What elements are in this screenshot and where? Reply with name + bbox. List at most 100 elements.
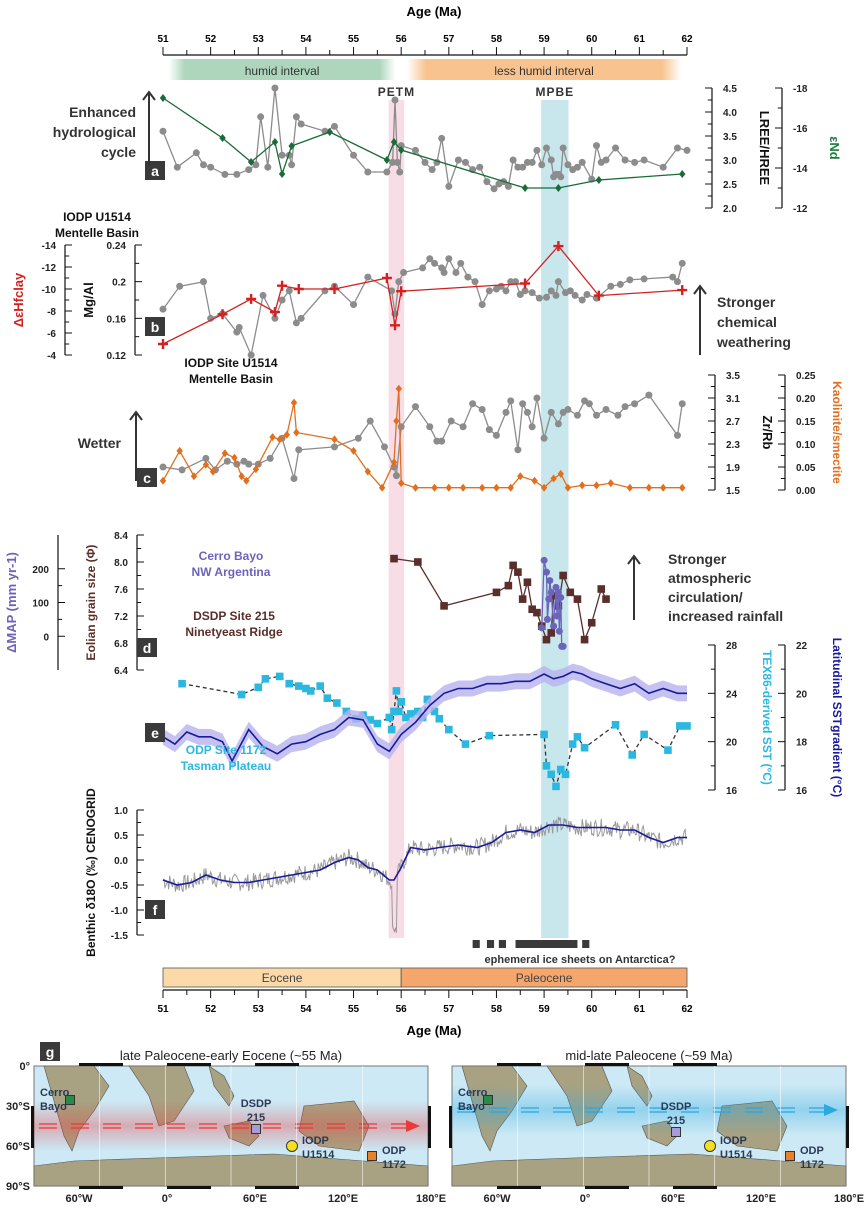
data-point [159,127,167,135]
data-point [523,408,531,416]
data-point [631,158,639,166]
y-axis-label: LREE/HREE [757,111,772,186]
data-point [493,483,500,492]
data-point [612,144,620,152]
frame-segment [31,1106,34,1148]
data-point [217,309,228,320]
data-point [640,730,648,739]
site-label-cerro-bayo: Cerro Bayo [199,549,264,563]
data-point [364,467,372,476]
series-b-1 [158,241,688,349]
series-line [162,257,683,358]
data-point [392,472,400,480]
data-point [523,578,532,587]
data-point [294,682,303,690]
site-marker [286,1140,298,1152]
site-label: DSDP [661,1101,692,1113]
age-tick-label: 52 [205,1004,217,1015]
panel-label-box [137,638,157,657]
site-label-b: IODP Site U1514 [184,356,277,370]
longitude-label: 60°W [65,1193,93,1205]
y-tick-label: 28 [726,641,738,652]
top-axis-title: Age (Ma) [407,4,462,19]
data-point [383,156,391,164]
site-label: DSDP [241,1098,272,1110]
data-point [269,433,276,442]
data-point [445,182,453,190]
age-tick-label: 61 [634,1004,646,1015]
data-point [553,612,561,620]
data-point [528,605,536,614]
y-tick-label: 0.25 [796,371,816,382]
frame-segment [167,1063,211,1066]
data-point [459,423,467,431]
data-point [659,163,667,171]
ice-sheet-bar [498,940,506,948]
age-tick-label: 57 [443,1004,455,1015]
age-tick-label: 59 [539,1004,551,1015]
data-point [540,730,548,739]
y-axis-d-1: 6.4 6.8 7.2 7.6 8.0 8.4 Eolian grain size (Φ) [84,531,144,677]
epoch-label: Paleocene [516,971,573,985]
panel-label-text: c [143,470,151,486]
data-point [602,406,610,413]
series-a-1 [159,94,686,192]
panel-label-e: e [145,723,165,742]
panel-label-box [145,723,165,742]
y-axis-b-0: -4 -6 -8 -10 -12 -14 ΔεHfclay [11,241,72,362]
site-marker [251,1124,261,1134]
series-f-0 [162,816,687,933]
data-point [326,128,333,136]
y-axis-d-0: 0 100 200 ΔMAP (mm yr-1) [4,535,65,670]
panel-a: 2.0 2.5 3.0 3.5 4.0 4.5 LREE/HREE -12 -14 -16 -18 ε… [145,84,842,215]
data-point [631,400,639,408]
data-point [330,122,338,130]
data-point [364,273,372,281]
data-point [285,287,293,295]
data-point [252,161,260,169]
data-point [293,284,304,294]
data-point [645,483,653,492]
arrow-head [693,284,707,295]
site-label-odp1172: Tasman Plateau [181,759,271,773]
data-point [518,595,527,603]
latitude-label: 30°S [6,1101,30,1113]
data-point [159,476,167,485]
data-point [580,635,589,644]
data-point [561,770,570,779]
panel-label-text: d [143,640,152,656]
site-label: Cerro [458,1087,488,1099]
longitude-label: 60°E [243,1193,267,1205]
data-point [602,595,610,603]
frame-segment [585,1186,629,1189]
data-point [492,431,500,439]
series-c-1 [159,384,686,492]
site-marker [785,1151,795,1161]
longitude-label: 60°W [483,1193,511,1205]
data-point [423,695,432,704]
frame-segment [167,1186,211,1189]
data-point [383,168,391,176]
data-point [573,163,581,171]
age-tick-label: 53 [253,34,265,45]
data-point [397,423,405,431]
data-point [583,291,591,298]
annotation-circulation: Stronger [668,551,727,567]
site-label: IODP [720,1135,747,1147]
data-point [397,479,405,488]
annotation-circulation: atmospheric [668,570,751,586]
y-tick-label: 3.0 [723,156,737,167]
age-tick-label: 52 [205,34,217,45]
event-label: MPBE [535,85,574,99]
frame-segment [673,1063,717,1066]
y-axis-a-0: 2.0 2.5 3.0 3.5 4.0 4.5 LREE/HREE [705,84,772,215]
data-point [237,690,246,699]
latitude-label: 60°S [6,1141,30,1153]
data-point [550,474,557,483]
data-point [412,483,419,492]
data-point [519,400,527,408]
data-point [673,431,681,439]
series-line [162,824,687,886]
data-point [564,406,572,413]
